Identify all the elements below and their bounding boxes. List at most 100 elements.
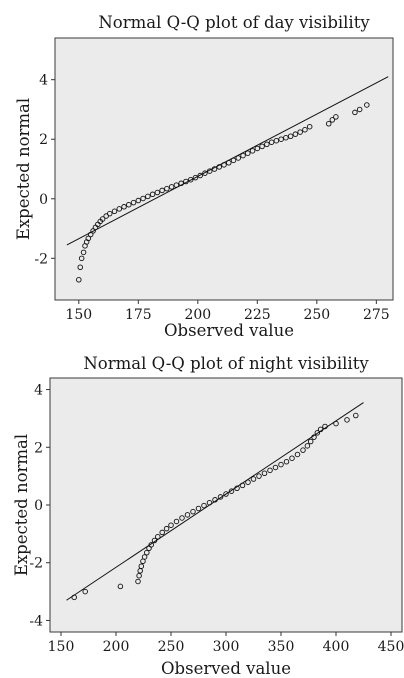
data-point-night [278,461,284,468]
data-point-day [235,155,242,161]
y-tick-label-night: -4 [29,613,43,629]
data-point-day [325,120,332,127]
x-tick-label-night: 300 [213,639,240,655]
data-point-day [178,180,184,187]
chart-title-night: Normal Q-Q plot of night visibility [83,354,369,373]
data-point-day [154,189,161,196]
y-tick-label-day: -2 [34,251,48,267]
data-point-night [256,473,262,479]
data-point-day [80,249,87,256]
data-point-day [192,174,199,181]
data-point-day [140,195,146,202]
data-point-night [300,447,306,453]
data-point-day [216,164,222,170]
qq-plot-night: Normal Q-Q plot of night visibility 150 2… [12,354,404,678]
reference-line-night [66,402,364,601]
data-point-night [289,455,295,461]
axis-ticks-day: 150 175 200 225 250 275 4 2 0 -2 [34,73,389,323]
data-point-day [297,129,303,135]
data-point-night [353,412,359,419]
x-tick-label-night: 450 [378,639,404,655]
data-point-day [302,126,308,133]
data-point-night [173,518,180,525]
data-point-day [264,141,270,148]
data-point-day [278,136,284,142]
data-point-night [311,434,317,440]
y-tick-label-night: 2 [34,440,43,456]
data-point-day [168,184,175,190]
data-point-night [184,512,191,518]
data-point-day [85,235,92,242]
data-point-day [202,170,208,176]
data-point-night [206,499,213,506]
data-point-day [130,199,137,206]
data-point-night [304,443,311,449]
x-tick-label-night: 200 [103,639,130,655]
y-tick-label-night: 0 [34,498,43,514]
x-tick-label-day: 225 [244,307,271,323]
y-tick-label-day: 0 [39,192,48,208]
data-point-day [149,191,156,198]
data-point-night [179,515,185,521]
x-tick-label-night: 350 [268,639,295,655]
data-point-day [230,157,237,164]
data-point-day [268,139,275,145]
data-point-night [239,482,246,489]
x-axis-label-night: Observed value [161,659,291,678]
x-tick-label-day: 250 [303,307,330,323]
data-point-day [240,152,246,159]
data-point-night [135,578,141,585]
data-point-day [111,208,118,215]
data-point-day [249,148,256,154]
data-point-night [159,529,165,536]
data-point-night [117,583,124,590]
qq-plot-day: Normal Q-Q plot of day visibility 150 175… [14,13,394,340]
data-point-day [106,210,113,217]
y-axis-label-night: Expected normal [12,434,31,576]
y-tick-label-night: -2 [29,556,43,572]
data-point-night [82,588,88,595]
data-point-night [195,505,202,512]
data-point-night [333,420,339,427]
data-point-night [168,522,174,528]
data-point-night [155,534,161,540]
data-point-day [221,162,227,168]
data-point-night [223,491,229,497]
data-point-day [159,187,165,194]
data-point-night [141,554,148,560]
data-point-day [76,277,82,283]
plot-area-night [49,377,403,633]
data-point-day [183,178,189,185]
data-point-day [259,143,265,150]
x-axis-label-day: Observed value [164,321,294,340]
y-tick-label-night: 4 [34,383,43,399]
data-point-day [356,106,363,113]
y-axis-label-day: Expected normal [14,98,33,240]
data-point-night [201,502,207,509]
data-point-day [245,150,251,156]
data-point-night [267,467,273,474]
data-point-night [151,537,158,544]
data-point-night [71,594,77,601]
data-point-day [352,109,358,116]
y-tick-label-day: 2 [39,132,48,148]
data-point-day [164,185,170,192]
data-point-night [322,423,328,430]
data-points-night [66,402,364,601]
data-point-day [77,264,83,271]
x-tick-label-night: 250 [158,639,185,655]
data-point-night [217,494,224,500]
y-tick-label-day: 4 [39,73,48,89]
data-point-night [212,497,218,503]
data-point-day [211,166,218,172]
data-point-night [148,542,154,548]
data-point-day [329,117,336,123]
data-point-day [173,182,180,188]
plot-area-day [54,37,394,301]
data-point-night [344,417,350,423]
data-point-night [234,485,240,492]
data-point-day [273,137,280,144]
axis-ticks-night: 150 200 250 300 350 400 450 4 2 0 -2 -4 [29,383,404,655]
data-point-night [314,430,321,436]
data-point-day [121,204,127,210]
